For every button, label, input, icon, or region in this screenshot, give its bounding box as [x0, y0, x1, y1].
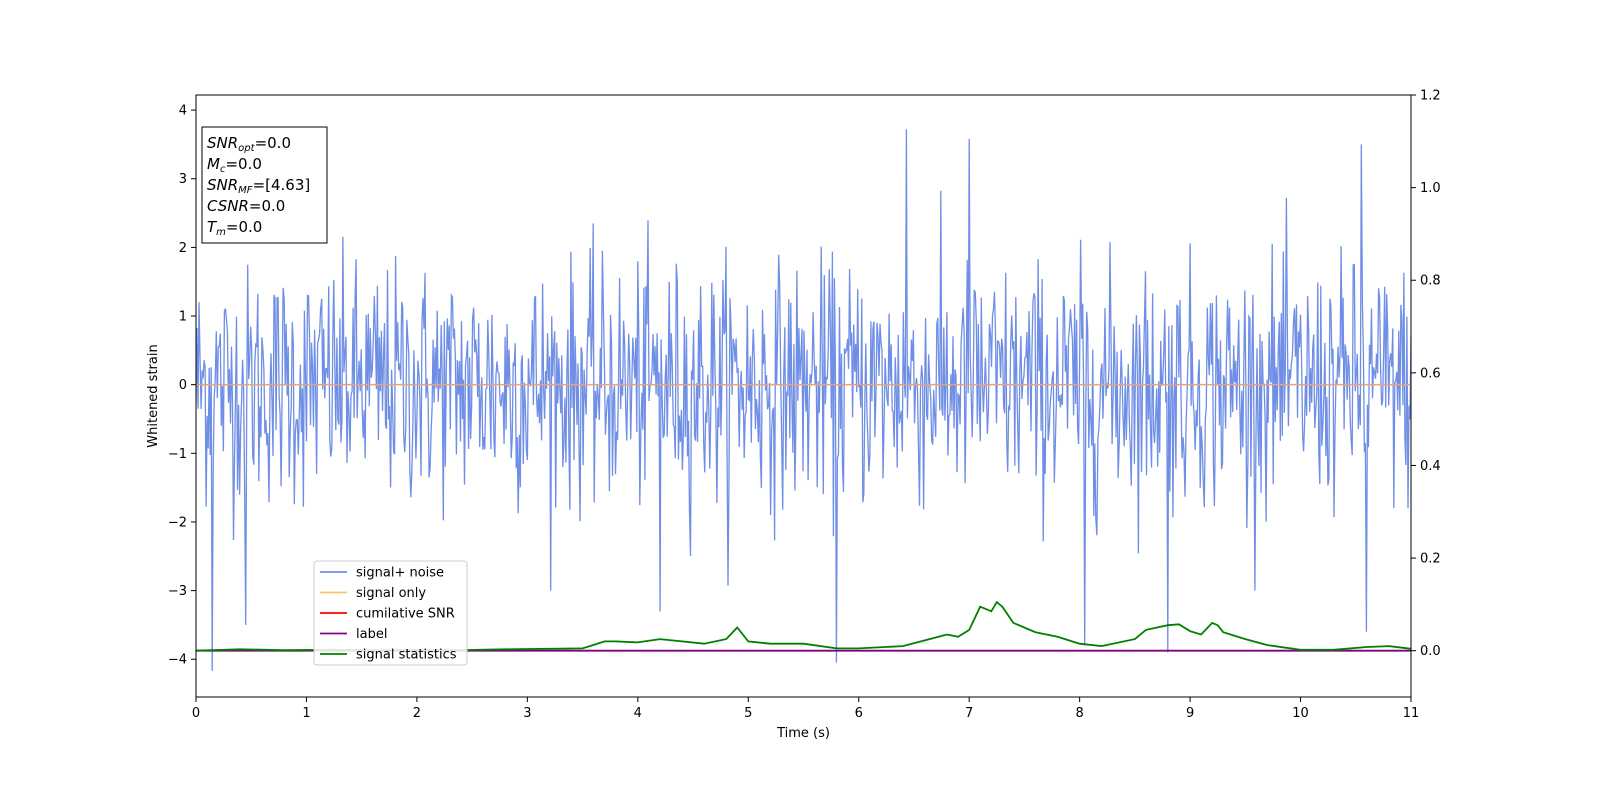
y-tick-label: −2 — [168, 515, 187, 530]
annotation-line: Tm=0.0 — [207, 218, 262, 238]
y-tick-label: 0 — [179, 378, 187, 393]
y2-tick-label: 1.0 — [1420, 181, 1441, 196]
x-axis-label: Time (s) — [776, 726, 830, 741]
y2-tick-label: 0.8 — [1420, 274, 1441, 289]
annotation-line: SNRMF=[4.63] — [207, 176, 310, 196]
x-tick-label: 6 — [855, 706, 863, 721]
legend-label: signal only — [356, 586, 426, 601]
y2-tick-label: 1.2 — [1420, 89, 1441, 104]
y-axis-label: Whitened strain — [146, 344, 161, 447]
legend-label: cumilative SNR — [356, 607, 455, 622]
series-line-signal-noise — [196, 129, 1411, 671]
legend-label: label — [356, 627, 387, 642]
y2-tick-label: 0.0 — [1420, 644, 1441, 659]
x-tick-label: 3 — [523, 706, 531, 721]
annotation-frame — [201, 126, 328, 244]
legend-label: signal statistics — [356, 648, 457, 663]
y2-tick-label: 0.6 — [1420, 366, 1441, 381]
y-tick-label: −1 — [168, 447, 187, 462]
legend: signal+ noise signal only cumilative SNR la… — [313, 560, 468, 666]
series-line-signal-statistics — [196, 600, 1411, 652]
x-tick-label: 4 — [634, 706, 642, 721]
y-tick-label: −3 — [168, 584, 187, 599]
annotation-line: Mc=0.0 — [207, 155, 262, 175]
x-tick-label: 8 — [1075, 706, 1083, 721]
legend-frame — [313, 560, 468, 666]
annotation-line: SNRopt=0.0 — [207, 134, 291, 154]
legend-label: signal+ noise — [356, 566, 444, 581]
y-tick-label: 3 — [179, 172, 187, 187]
y-tick-label: 4 — [179, 104, 187, 119]
y2-tick-label: 0.2 — [1420, 552, 1441, 567]
x-tick-label: 10 — [1292, 706, 1309, 721]
annotation-line: CSNR=0.0 — [207, 197, 285, 215]
x-tick-label: 9 — [1186, 706, 1194, 721]
x-tick-label: 1 — [302, 706, 310, 721]
plot-frame — [195, 94, 1412, 698]
y-tick-label: 1 — [179, 310, 187, 325]
x-tick-label: 11 — [1403, 706, 1420, 721]
x-tick-label: 5 — [744, 706, 752, 721]
y2-tick-label: 0.4 — [1420, 459, 1441, 474]
x-tick-label: 2 — [413, 706, 421, 721]
y-tick-label: −4 — [168, 653, 187, 668]
y-tick-label: 2 — [179, 241, 187, 256]
axes: 0 1 2 3 4 5 6 7 8 9 10 11 −4 −3 −2 −1 0 1 2 3 4 0.0 0.2 0.4 0.6 0… — [168, 89, 1441, 722]
x-tick-label: 0 — [192, 706, 200, 721]
x-tick-label: 7 — [965, 706, 973, 721]
